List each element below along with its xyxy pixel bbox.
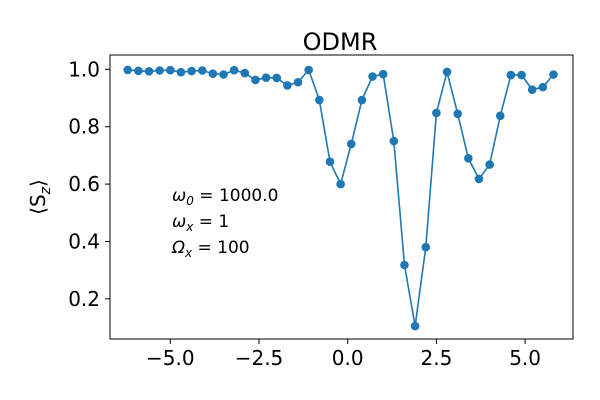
annotation-text: ωx = 1	[172, 212, 229, 234]
data-point	[187, 66, 196, 76]
y-tick-label: 0.4	[68, 229, 100, 253]
y-tick-label: 0.8	[68, 115, 100, 139]
y-axis-label: ⟨Sz⟩	[26, 179, 54, 215]
data-point	[368, 72, 377, 81]
annotation-value: = 1000.0	[194, 186, 279, 206]
data-point	[240, 68, 250, 78]
annotation-text: Ωx = 100	[171, 238, 250, 260]
data-point	[197, 66, 207, 75]
annotation-symbol: ω	[172, 212, 186, 232]
data-point	[400, 260, 409, 270]
data-point	[389, 136, 399, 146]
data-point	[442, 67, 452, 77]
data-point	[325, 157, 335, 167]
data-point	[166, 65, 175, 75]
data-point	[464, 153, 473, 163]
y-tick-label: 0.6	[68, 172, 100, 196]
y-tick-label: 1.0	[68, 57, 100, 81]
x-tick-label: 2.5	[420, 346, 452, 370]
annotation-text: ω0 = 1000.0	[172, 186, 278, 208]
data-point	[336, 179, 345, 189]
annotation-subscript: x	[185, 220, 194, 234]
data-point	[410, 321, 420, 331]
data-point	[123, 65, 133, 75]
data-point	[208, 69, 218, 78]
series-layer	[123, 65, 558, 331]
data-point	[495, 111, 505, 121]
chart-title: ODMR	[303, 28, 378, 56]
data-point	[549, 70, 558, 79]
data-point	[261, 73, 271, 82]
data-point	[155, 66, 164, 75]
x-tick-label: −5.0	[146, 346, 195, 370]
data-point	[346, 139, 356, 149]
data-point	[293, 77, 303, 87]
x-axis: −5.0 −2.5 0.0 2.5 5.0	[146, 339, 541, 370]
data-point	[304, 65, 313, 75]
data-point	[474, 174, 484, 184]
data-point	[527, 85, 537, 95]
data-point	[229, 65, 239, 75]
data-point	[315, 95, 324, 105]
data-point	[144, 67, 154, 76]
x-tick-label: −2.5	[235, 346, 284, 370]
data-point	[506, 70, 516, 80]
parameter-annotations: ω0 = 1000.0ωx = 1Ωx = 100	[171, 186, 278, 260]
y-axis-label-sub: z	[38, 186, 54, 195]
annotation-value: = 100	[192, 238, 250, 258]
data-point	[432, 108, 441, 118]
data-point	[538, 82, 548, 92]
annotation-subscript: 0	[186, 194, 194, 208]
data-point	[134, 66, 143, 76]
data-point	[219, 70, 228, 79]
y-axis: 0.2 0.4 0.6 0.8 1.0	[68, 57, 110, 311]
x-tick-label: 0.0	[332, 346, 364, 370]
data-point	[176, 67, 186, 77]
data-point	[283, 81, 292, 90]
data-point	[421, 242, 431, 252]
plot-frame	[109, 54, 574, 340]
annotation-symbol: ω	[172, 186, 186, 206]
annotation-subscript: x	[184, 246, 193, 260]
x-tick-label: 5.0	[509, 346, 541, 370]
data-point	[272, 73, 282, 83]
plot-area	[110, 55, 573, 339]
y-axis-label-close: ⟩	[26, 179, 50, 187]
y-axis-label-main: ⟨S	[26, 194, 50, 215]
data-point	[378, 69, 388, 79]
data-point	[251, 75, 260, 85]
annotation-value: = 1	[193, 212, 229, 232]
y-tick-label: 0.2	[68, 287, 100, 311]
data-point	[517, 70, 526, 80]
data-point	[453, 109, 462, 119]
data-point	[485, 160, 494, 169]
data-point	[357, 95, 367, 105]
annotation-symbol: Ω	[171, 238, 185, 258]
